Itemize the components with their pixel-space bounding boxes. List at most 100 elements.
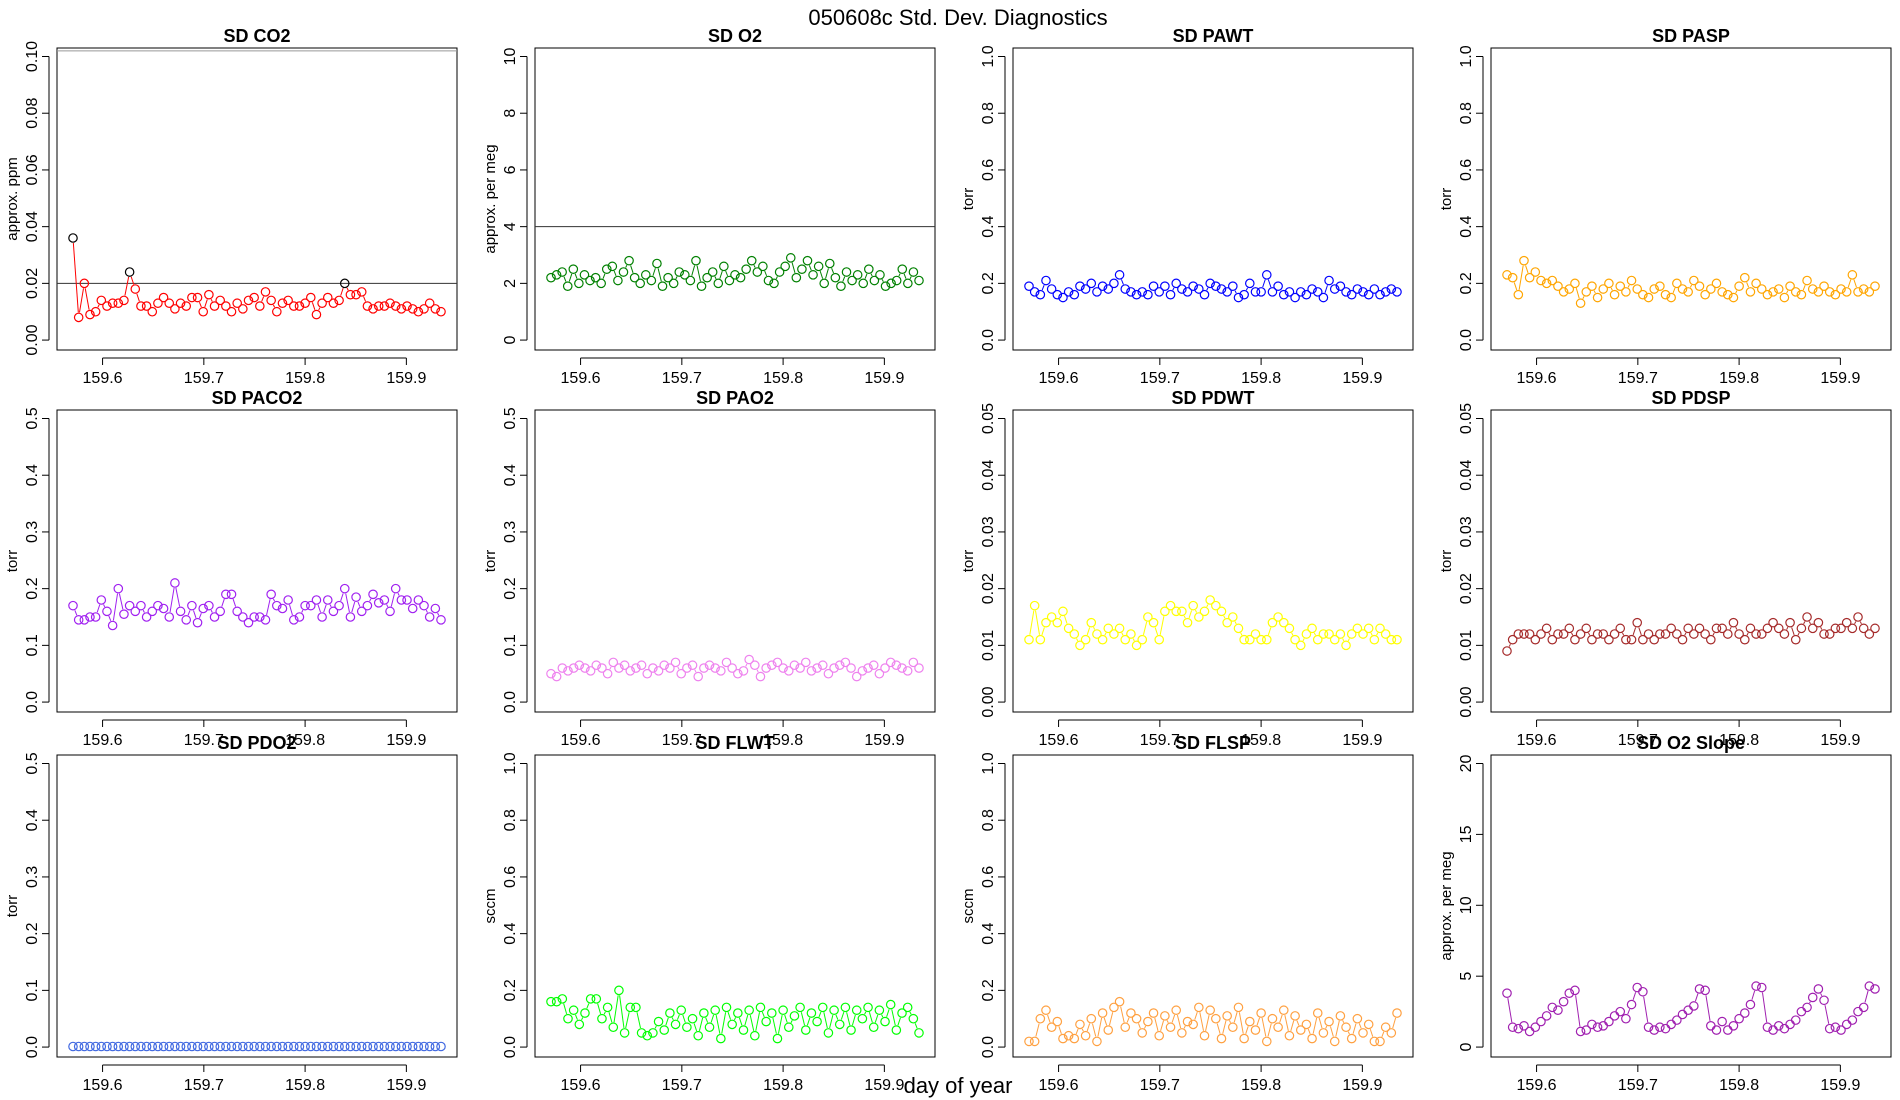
series-segment (725, 270, 729, 277)
data-point (1261, 1036, 1272, 1047)
data-point (1188, 281, 1198, 291)
data-point (1092, 287, 1102, 297)
data-point (1245, 278, 1255, 289)
y-axis-label: torr (1438, 188, 1455, 211)
data-point (897, 1008, 907, 1018)
data-point (322, 595, 333, 605)
data-point (424, 1041, 435, 1052)
data-point (1216, 284, 1227, 294)
y-tick-label: 10 (1458, 896, 1475, 914)
data-point (863, 663, 873, 673)
data-point (1154, 287, 1165, 297)
data-point (322, 292, 333, 303)
data-point (277, 603, 288, 614)
x-tick-label: 159.9 (386, 732, 426, 749)
series-segment (1159, 616, 1165, 635)
data-point (713, 278, 724, 289)
data-point (1728, 1021, 1739, 1031)
x-tick-label: 159.7 (1140, 370, 1180, 387)
data-point (750, 660, 760, 671)
series-segment (311, 302, 316, 310)
data-point (1824, 629, 1835, 639)
data-point (373, 301, 384, 311)
series-segment (613, 995, 619, 1023)
data-point (272, 1041, 282, 1052)
data-point (752, 267, 763, 277)
x-axis: 159.6 159.7 159.8 159.9 (561, 1064, 904, 1094)
y-tick-label: 0.4 (1458, 215, 1475, 237)
y-axis: 0.0 0.2 0.4 0.6 0.8 1.0 (980, 752, 1006, 1058)
data-point (813, 261, 824, 272)
data-point (1768, 287, 1778, 297)
x-tick-label: 159.6 (561, 732, 601, 749)
data-point (1222, 287, 1232, 297)
data-point (657, 281, 668, 291)
data-point (546, 668, 556, 679)
series-segment (142, 609, 145, 613)
data-point (682, 663, 692, 673)
data-point (795, 663, 805, 673)
series (68, 233, 446, 323)
data-point (696, 281, 707, 291)
data-point (232, 606, 242, 617)
data-point (1581, 623, 1592, 634)
series-segment (705, 1017, 709, 1023)
data-point (1802, 612, 1812, 622)
data-point (1587, 1019, 1597, 1030)
data-point (1864, 287, 1875, 297)
y-tick-label: 0.3 (502, 521, 519, 543)
data-point (221, 1041, 231, 1052)
data-point (1819, 995, 1829, 1006)
series-segment (1735, 626, 1738, 630)
data-point (817, 1002, 828, 1013)
data-point (1177, 1028, 1187, 1038)
data-point (1273, 612, 1283, 622)
data-point (1143, 612, 1153, 622)
data-point (1137, 287, 1148, 297)
data-point (1677, 634, 1688, 645)
data-point (1858, 1002, 1869, 1013)
data-point (585, 666, 596, 676)
y-tick-label: 2 (502, 279, 519, 288)
data-point (1655, 281, 1665, 291)
data-point (283, 295, 293, 306)
y-axis: 0.0 0.2 0.4 0.6 0.8 1.0 (980, 45, 1006, 351)
series-segment (864, 1011, 867, 1015)
series-segment (1233, 1012, 1238, 1023)
series-segment (289, 604, 293, 616)
data-point (362, 600, 373, 611)
x-tick-label: 159.6 (83, 1077, 123, 1094)
data-point (73, 1041, 84, 1052)
series-segment (749, 1014, 755, 1031)
data-point (1717, 287, 1727, 297)
data-point (597, 1013, 607, 1024)
data-point (1097, 281, 1108, 291)
x-axis: 159.6 159.7 159.8 159.9 (1039, 357, 1382, 387)
data-point (699, 1008, 709, 1018)
data-point (1352, 1013, 1363, 1024)
data-point (868, 660, 879, 671)
data-point (1841, 287, 1852, 297)
data-point (668, 278, 679, 289)
data-point (181, 1041, 192, 1052)
data-point (663, 272, 673, 283)
data-point (1046, 284, 1057, 294)
series-segment (72, 242, 79, 313)
data-point (328, 606, 339, 617)
data-point (1205, 1005, 1215, 1016)
data-point (85, 1041, 95, 1052)
series-segment (1632, 992, 1637, 1000)
y-axis: 0.00 0.01 0.02 0.03 0.04 0.05 (1458, 403, 1484, 718)
data-point (407, 304, 418, 314)
data-point (1632, 284, 1643, 294)
data-point (96, 1041, 107, 1052)
series-segment (874, 1014, 879, 1023)
panel-title: SD FLSP (1175, 733, 1251, 753)
x-tick-label: 159.7 (184, 1077, 224, 1094)
x-tick-label: 159.9 (1342, 370, 1382, 387)
x-tick-label: 159.9 (1342, 732, 1382, 749)
series-segment (187, 610, 191, 616)
data-point (402, 301, 412, 311)
y-tick-label: 0.04 (1458, 460, 1475, 491)
